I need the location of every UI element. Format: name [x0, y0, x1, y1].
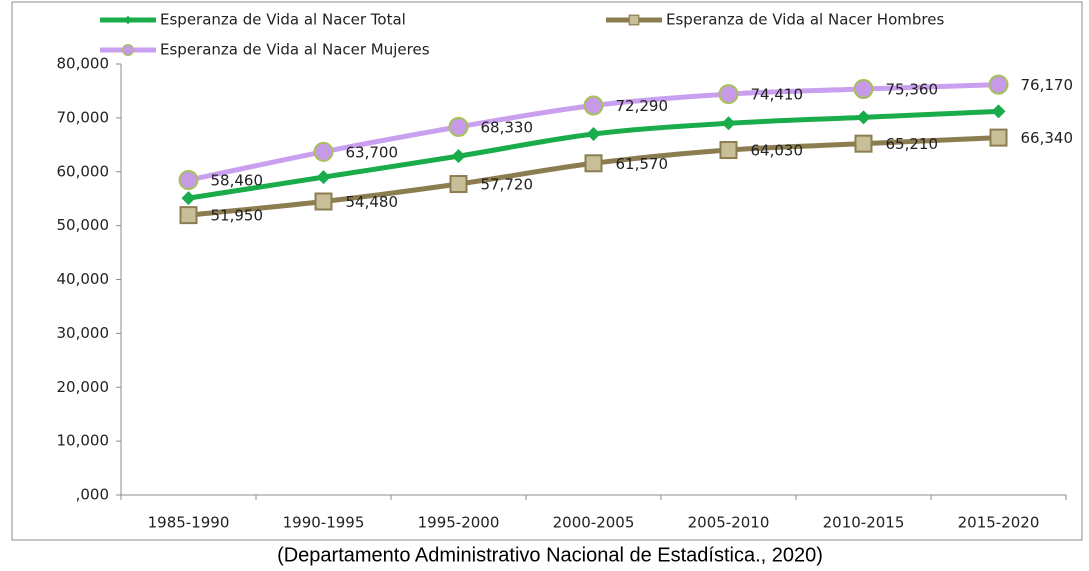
- data-point: [721, 116, 736, 131]
- data-label: 65,210: [886, 135, 939, 153]
- data-label: 51,950: [211, 207, 264, 225]
- y-tick-label: 10,000: [57, 432, 110, 450]
- data-label: 66,340: [1021, 129, 1074, 147]
- data-label: 72,290: [616, 97, 669, 115]
- data-point: [586, 127, 601, 142]
- data-label: 58,460: [211, 172, 264, 190]
- data-point: [988, 74, 1009, 95]
- data-point: [584, 154, 603, 173]
- data-point: [853, 78, 874, 99]
- y-tick-label: 50,000: [57, 216, 110, 234]
- y-tick-label: 60,000: [57, 162, 110, 180]
- y-tick-label: 20,000: [57, 378, 110, 396]
- data-point: [451, 149, 466, 164]
- legend-label: Esperanza de Vida al Nacer Hombres: [666, 11, 944, 29]
- chart-border: [11, 1, 1083, 541]
- x-tick-label: 1985-1990: [148, 514, 230, 532]
- data-point: [854, 134, 873, 153]
- legend-marker: [121, 43, 135, 56]
- caption: (Departamento Administrativo Nacional de…: [277, 544, 823, 566]
- data-point: [178, 170, 199, 191]
- data-label: 61,570: [616, 155, 669, 173]
- x-tick-label: 2005-2010: [688, 514, 770, 532]
- x-tick-label: 2000-2005: [553, 514, 635, 532]
- data-label: 75,360: [886, 80, 939, 98]
- legend-marker: [628, 14, 640, 26]
- data-label: 57,720: [481, 176, 534, 194]
- data-point: [179, 206, 198, 225]
- data-label: 64,030: [751, 142, 804, 160]
- data-label: 76,170: [1021, 76, 1074, 94]
- data-point: [449, 175, 468, 194]
- y-tick-label: 30,000: [57, 324, 110, 342]
- y-tick-label: 80,000: [57, 55, 110, 73]
- data-label: 63,700: [346, 143, 399, 161]
- data-point: [856, 110, 871, 125]
- data-point: [313, 141, 334, 162]
- data-point: [989, 128, 1008, 147]
- x-tick-label: 2010-2015: [823, 514, 905, 532]
- data-point: [181, 191, 196, 206]
- y-tick-label: ,000: [76, 486, 109, 504]
- x-tick-label: 2015-2020: [958, 514, 1040, 532]
- data-point: [718, 84, 739, 105]
- data-label: 74,410: [751, 86, 804, 104]
- data-point: [583, 95, 604, 116]
- y-tick-label: 40,000: [57, 270, 110, 288]
- data-point: [314, 192, 333, 211]
- y-tick-label: 70,000: [57, 108, 110, 126]
- data-point: [719, 141, 738, 160]
- data-point: [991, 104, 1006, 119]
- data-point: [316, 170, 331, 185]
- data-point: [448, 116, 469, 137]
- legend-label: Esperanza de Vida al Nacer Total: [160, 11, 406, 29]
- x-tick-label: 1995-2000: [418, 514, 500, 532]
- data-label: 54,480: [346, 193, 399, 211]
- data-label: 68,330: [481, 118, 534, 136]
- legend-label: Esperanza de Vida al Nacer Mujeres: [160, 41, 430, 59]
- x-tick-label: 1990-1995: [283, 514, 365, 532]
